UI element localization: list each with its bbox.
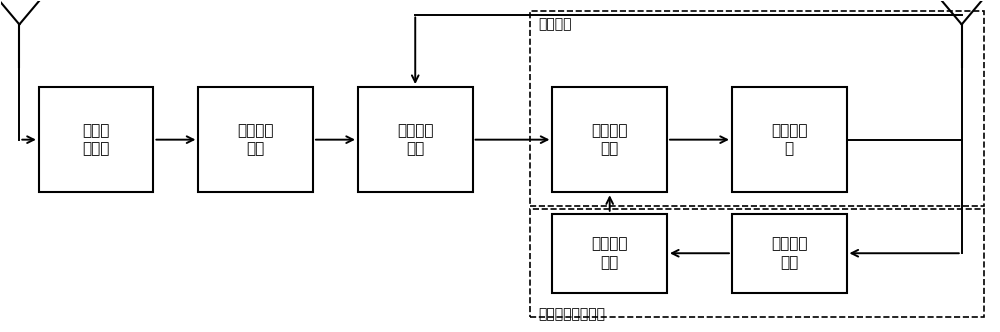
Bar (552, 87, 667, 192)
Text: 信号质量检测模块: 信号质量检测模块 (538, 307, 605, 321)
Text: 输出模块: 输出模块 (538, 18, 571, 32)
Bar (732, 87, 847, 192)
Text: 质量检测
单元: 质量检测 单元 (771, 236, 807, 270)
Text: 低噪声
放大器: 低噪声 放大器 (82, 123, 110, 156)
Bar (198, 87, 313, 192)
Text: 质量控制
单元: 质量控制 单元 (591, 236, 628, 270)
Bar (39, 87, 153, 192)
Bar (358, 87, 473, 192)
Text: 回波消除
系统: 回波消除 系统 (397, 123, 433, 156)
Bar (552, 214, 667, 293)
Text: 自动增益
控制: 自动增益 控制 (237, 123, 274, 156)
Text: 功率放大
模块: 功率放大 模块 (591, 123, 628, 156)
Text: 带通滤波
器: 带通滤波 器 (771, 123, 807, 156)
Bar (732, 214, 847, 293)
